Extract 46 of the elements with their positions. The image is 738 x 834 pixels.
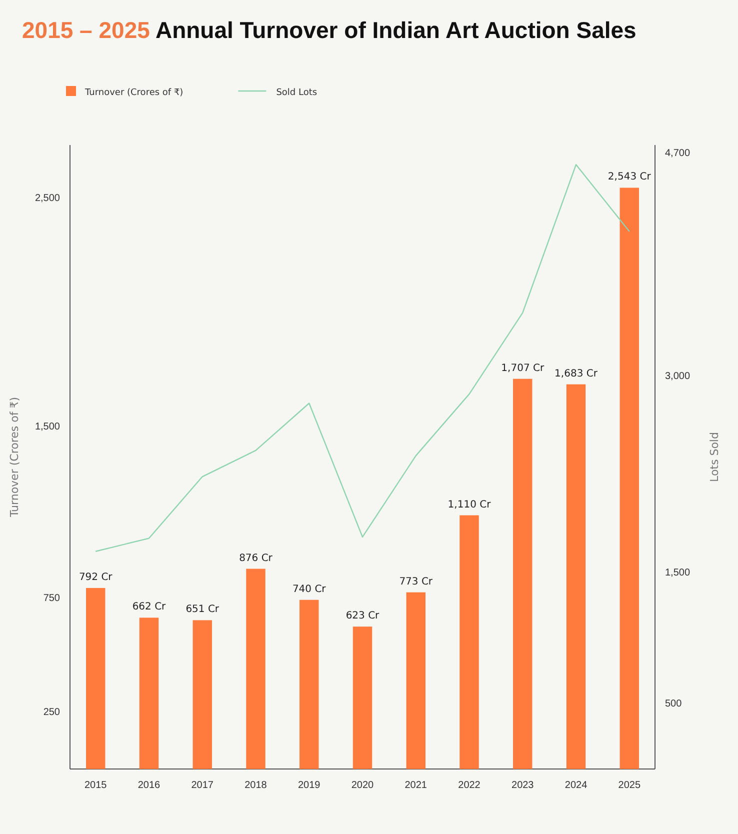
data-label: 773 Cr [399,576,434,588]
bar [246,568,266,769]
data-label: 662 Cr [132,602,167,613]
x-tick-label: 2024 [564,780,588,792]
x-tick-label: 2017 [191,780,214,792]
y-tick-label: 2,500 [34,192,60,204]
bar [460,515,479,769]
y2-axis-title: Lots Sold [708,432,721,482]
data-label: 1,110 Cr [448,499,492,510]
bar [566,384,586,769]
data-label: 651 Cr [186,604,220,616]
x-tick-label: 2018 [244,780,268,792]
y-tick-label: 250 [43,707,60,718]
bar [139,618,159,769]
y-tick-label: 750 [43,592,60,604]
y-axis-title: Turnover (Crores of ₹) [8,397,21,518]
y-tick-label: 1,500 [34,421,60,432]
data-label: 792 Cr [78,572,114,583]
x-tick-label: 2023 [512,780,534,792]
x-tick-label: 2025 [618,780,641,792]
bar [352,626,372,769]
data-label: 2,543 Cr [608,172,652,183]
legend-label: Turnover (Crores of ₹) [84,88,184,98]
x-tick-label: 2021 [404,780,428,792]
y2-tick-label: 1,500 [665,568,690,579]
x-tick-label: 2019 [298,780,321,792]
data-label: 876 Cr [239,552,274,564]
y2-tick-label: 500 [665,698,682,710]
data-label: 623 Cr [346,610,380,622]
x-tick-label: 2020 [351,780,374,792]
data-label: 1,707 Cr [501,362,545,374]
legend-label: Sold Lots [276,88,318,98]
y2-tick-label: 3,000 [665,370,690,382]
bar [86,588,106,769]
data-label: 1,683 Cr [554,368,598,380]
chart-title: 2015 – 2025 Annual Turnover of Indian Art Auction Sales [22,17,636,43]
bar [192,620,212,769]
x-tick-label: 2016 [138,780,161,792]
bar [513,378,532,769]
bar [300,600,319,769]
y2-tick-label: 4,700 [665,148,690,160]
bar [406,592,426,769]
data-label: 740 Cr [292,584,327,595]
x-tick-label: 2022 [458,780,481,792]
x-tick-label: 2015 [84,780,108,792]
bar [620,188,639,769]
